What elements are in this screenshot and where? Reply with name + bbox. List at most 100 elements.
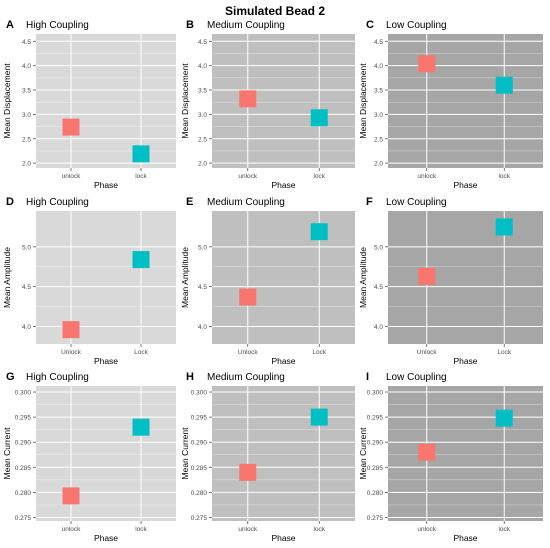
y-tick-label: 3.0 <box>22 112 31 119</box>
y-tick-label: 0.295 <box>191 415 208 422</box>
y-tick-label: 0.300 <box>367 390 384 397</box>
x-tick-label: Unlock <box>417 349 438 356</box>
panel-title: Low Coupling <box>386 197 447 208</box>
x-tick-label: unlock <box>417 173 437 180</box>
panel-title: Medium Coupling <box>207 372 285 383</box>
x-tick-label: lock <box>498 526 510 533</box>
panel-title: Low Coupling <box>386 372 447 383</box>
x-axis-title: Phase <box>271 533 295 543</box>
data-point-unlock <box>62 487 80 505</box>
x-tick-label: lock <box>498 173 510 180</box>
panel-letter: B <box>186 19 194 31</box>
data-point-lock <box>495 76 513 94</box>
x-tick-label: Lock <box>312 349 326 356</box>
y-axis-title: Mean Amplitude <box>358 247 368 308</box>
x-tick-label: Unlock <box>238 349 259 356</box>
data-point-lock <box>132 251 150 269</box>
panel-background <box>212 34 355 168</box>
x-axis-title: Phase <box>453 356 477 366</box>
x-tick-label: Lock <box>497 349 511 356</box>
data-point-unlock <box>418 55 436 73</box>
y-tick-label: 5.0 <box>198 244 207 251</box>
x-tick-label: lock <box>313 526 325 533</box>
panel-letter: C <box>366 19 374 31</box>
panel-letter: H <box>186 371 194 383</box>
panel-title: Medium Coupling <box>207 20 285 31</box>
y-tick-label: 0.290 <box>15 440 32 447</box>
y-axis-title: Mean Current <box>358 427 368 480</box>
x-axis-title: Phase <box>94 533 118 543</box>
y-tick-label: 2.5 <box>22 136 31 143</box>
y-tick-label: 2.5 <box>374 136 383 143</box>
x-axis-title: Phase <box>453 180 477 190</box>
y-tick-label: 0.275 <box>367 515 384 522</box>
x-axis-title: Phase <box>271 356 295 366</box>
x-tick-label: Unlock <box>61 349 82 356</box>
y-tick-label: 3.0 <box>374 112 383 119</box>
data-point-unlock <box>62 321 80 339</box>
data-point-lock <box>132 418 150 436</box>
y-axis-title: Mean Displacement <box>2 63 12 139</box>
data-point-lock <box>310 223 328 241</box>
panel-title: High Coupling <box>26 197 89 208</box>
data-point-unlock <box>62 118 80 136</box>
y-axis-title: Mean Displacement <box>180 63 190 139</box>
y-tick-label: 0.280 <box>191 490 208 497</box>
panel-letter: A <box>6 19 14 31</box>
y-tick-label: 4.5 <box>198 39 207 46</box>
panel-letter: I <box>366 371 369 383</box>
x-tick-label: unlock <box>238 526 258 533</box>
x-tick-label: lock <box>135 526 147 533</box>
panel-letter: G <box>6 371 15 383</box>
x-axis-title: Phase <box>94 180 118 190</box>
panel-background <box>388 386 543 521</box>
y-tick-label: 0.275 <box>191 515 208 522</box>
y-axis-title: Mean Current <box>180 427 190 480</box>
y-axis-title: Mean Current <box>2 427 12 480</box>
x-tick-label: Lock <box>134 349 148 356</box>
y-tick-label: 0.280 <box>15 490 32 497</box>
x-tick-label: unlock <box>417 526 437 533</box>
y-tick-label: 4.0 <box>198 324 207 331</box>
y-axis-title: Mean Displacement <box>358 63 368 139</box>
y-tick-label: 0.295 <box>367 415 384 422</box>
panel-title: Medium Coupling <box>207 197 285 208</box>
y-tick-label: 4.5 <box>22 284 31 291</box>
y-tick-label: 5.0 <box>374 244 383 251</box>
y-tick-label: 0.285 <box>191 465 208 472</box>
y-tick-label: 2.0 <box>198 161 207 168</box>
y-tick-label: 4.0 <box>198 63 207 70</box>
y-tick-label: 2.5 <box>198 136 207 143</box>
y-tick-label: 3.5 <box>22 88 31 95</box>
y-tick-label: 0.300 <box>191 390 208 397</box>
y-tick-label: 4.5 <box>374 284 383 291</box>
panel-title: High Coupling <box>26 372 89 383</box>
y-tick-label: 0.290 <box>367 440 384 447</box>
panel-background <box>212 211 355 344</box>
y-tick-label: 4.5 <box>198 284 207 291</box>
y-tick-label: 4.0 <box>22 324 31 331</box>
data-point-lock <box>495 218 513 236</box>
panel-letter: E <box>186 196 193 208</box>
data-point-unlock <box>239 90 257 108</box>
data-point-lock <box>495 409 513 427</box>
x-tick-label: unlock <box>238 173 258 180</box>
data-point-unlock <box>239 288 257 306</box>
x-axis-title: Phase <box>94 356 118 366</box>
x-tick-label: lock <box>135 173 147 180</box>
data-point-unlock <box>239 463 257 481</box>
y-tick-label: 4.5 <box>22 39 31 46</box>
x-tick-label: unlock <box>62 173 82 180</box>
panel-title: High Coupling <box>26 20 89 31</box>
panel-background <box>388 211 543 344</box>
panel-title: Low Coupling <box>386 20 447 31</box>
x-axis-title: Phase <box>453 533 477 543</box>
x-tick-label: lock <box>313 173 325 180</box>
y-axis-title: Mean Amplitude <box>2 247 12 308</box>
y-tick-label: 0.295 <box>15 415 32 422</box>
y-tick-label: 0.300 <box>15 390 32 397</box>
y-axis-title: Mean Amplitude <box>180 247 190 308</box>
panel-background <box>388 34 543 168</box>
data-point-unlock <box>418 443 436 461</box>
